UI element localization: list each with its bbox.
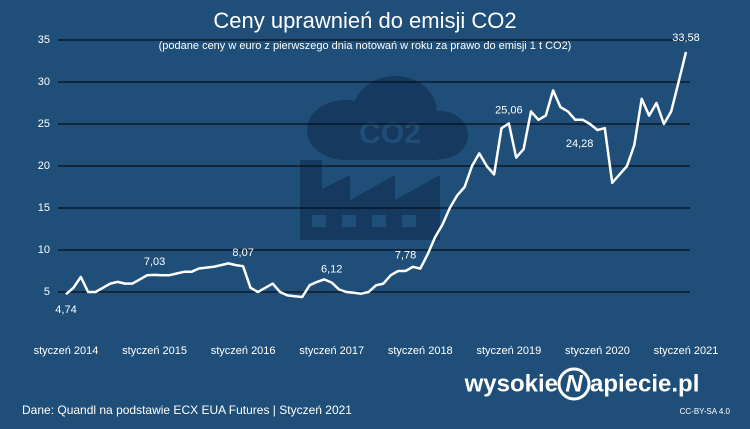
- source: Dane: Quandl na podstawie ECX EUA Future…: [22, 403, 352, 417]
- x-tick-label: styczeń 2018: [388, 345, 453, 357]
- logo-left: wysokie: [464, 370, 558, 397]
- chart-subtitle: (podane ceny w euro z pierwszego dnia no…: [159, 40, 572, 52]
- logo-right: apiecie.pl: [590, 370, 699, 397]
- y-tick-label: 5: [44, 286, 50, 298]
- license: CC-BY-SA 4.0: [680, 407, 731, 416]
- value-label: 7,78: [395, 250, 416, 262]
- value-label: 7,03: [144, 256, 165, 268]
- value-label: 33,58: [672, 32, 700, 44]
- y-tick-label: 15: [38, 202, 50, 214]
- value-label: 8,07: [232, 247, 253, 259]
- y-tick-label: 20: [38, 160, 50, 172]
- price-line: [65, 51, 688, 299]
- value-label: 25,06: [495, 104, 523, 116]
- y-tick-label: 35: [38, 34, 50, 46]
- y-tick-label: 30: [38, 76, 50, 88]
- co2-icon: [300, 76, 468, 240]
- y-tick-label: 25: [38, 118, 50, 130]
- value-label: 6,12: [321, 263, 342, 275]
- icon-text: CO2: [359, 117, 421, 150]
- x-tick-label: styczeń 2014: [34, 345, 99, 357]
- y-tick-label: 10: [38, 244, 50, 256]
- x-tick-label: styczeń 2017: [299, 345, 364, 357]
- chart-title: Ceny uprawnień do emisji CO2: [213, 8, 516, 33]
- x-tick-label: styczeń 2021: [654, 345, 719, 357]
- logo-mark: N: [565, 370, 583, 397]
- x-tick-label: styczeń 2019: [476, 345, 541, 357]
- value-label: 24,28: [566, 138, 594, 150]
- x-tick-label: styczeń 2016: [211, 345, 276, 357]
- logo-circle: [557, 367, 591, 401]
- value-label: 4,74: [55, 304, 76, 316]
- x-tick-label: styczeń 2015: [122, 345, 187, 357]
- x-tick-label: styczeń 2020: [565, 345, 630, 357]
